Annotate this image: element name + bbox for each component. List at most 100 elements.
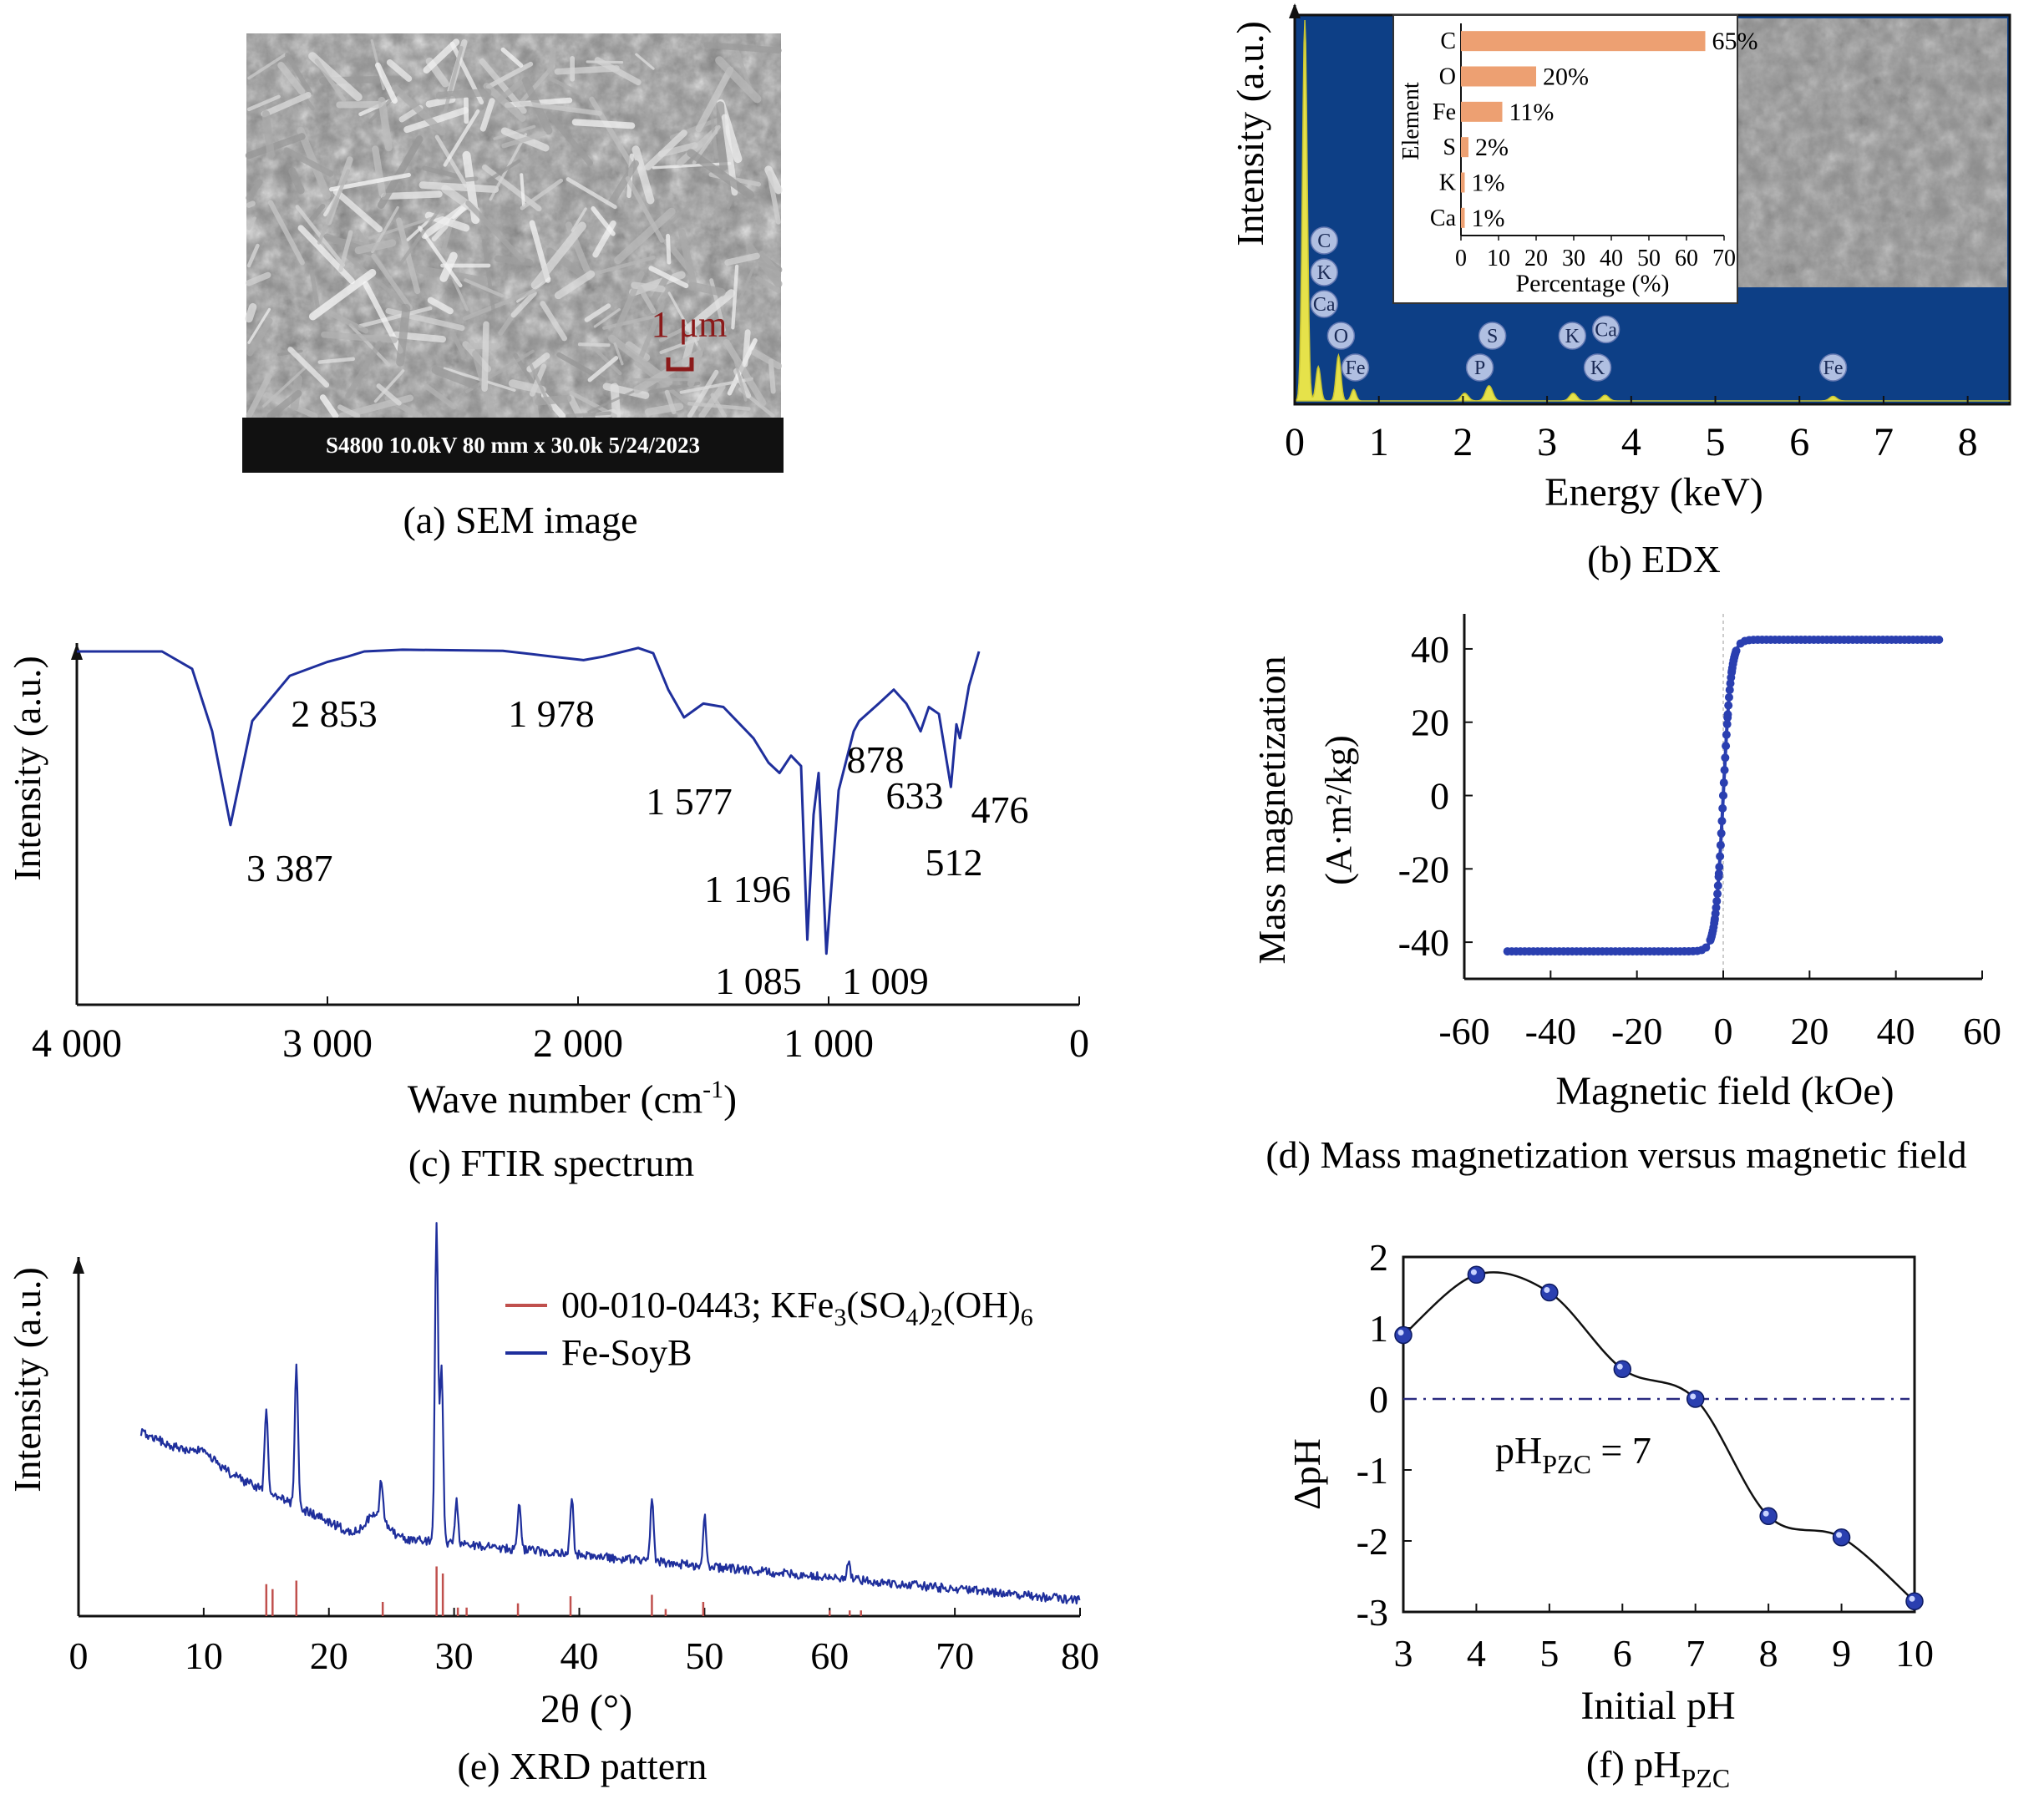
ph-x-tick-label: 6	[1613, 1632, 1632, 1675]
edx-peak-marker	[1558, 322, 1587, 350]
sem-crystal-stroke	[368, 89, 401, 123]
mag-point	[1715, 863, 1724, 872]
xrd-x-tick-label: 60	[810, 1634, 849, 1677]
mag-point	[1853, 635, 1862, 644]
ph-data-point-highlight	[1836, 1532, 1843, 1538]
mag-point	[1720, 766, 1729, 775]
edx-x-tick-label: 6	[1789, 420, 1809, 464]
mag-point	[1524, 947, 1534, 956]
mag-point	[1788, 635, 1797, 644]
sem-crystal-stroke	[328, 172, 411, 192]
mag-point	[1823, 635, 1831, 644]
ftir-x-tick-label: 2 000	[533, 1021, 623, 1066]
mag-point	[1762, 635, 1771, 644]
inset-value-label: 2%	[1475, 134, 1509, 161]
sem-crystal-stroke	[703, 42, 782, 54]
ph-x-tick-label: 10	[1895, 1632, 1934, 1675]
sem-crystal-stroke	[698, 383, 726, 419]
sem-crystal-stroke	[695, 66, 734, 133]
mag-point	[1546, 947, 1555, 956]
sem-crystal-stroke	[440, 176, 479, 185]
mag-point	[1775, 635, 1784, 644]
sem-crystal-stroke	[288, 167, 305, 195]
sem-crystal-stroke	[418, 226, 463, 288]
caption-b: (b) EDX	[1587, 538, 1721, 580]
mag-ylabel-line2: (A·m²/kg)	[1318, 735, 1359, 884]
sem-crystal-stroke	[500, 127, 550, 152]
edx-x-tick-label: 2	[1453, 420, 1473, 464]
inset-x-tick-label: 30	[1562, 246, 1585, 271]
sem-crystal-stroke	[434, 134, 469, 188]
mag-x-tick-label: 40	[1877, 1010, 1915, 1052]
ftir-x-tick-label: 4 000	[32, 1021, 122, 1066]
sem-crystal-stroke	[266, 389, 302, 420]
ftir-peak-label: 476	[971, 788, 1029, 831]
sem-crystal-stroke	[479, 98, 495, 132]
mag-point	[1710, 919, 1719, 928]
sem-crystal-stroke	[358, 99, 393, 117]
mag-point	[1632, 947, 1641, 956]
sem-crystal-stroke	[610, 383, 621, 420]
sem-crystal-stroke	[384, 395, 423, 419]
sem-crystal-stroke	[425, 95, 456, 108]
edx-peak-label: O	[1334, 326, 1348, 347]
edx-peak-label: P	[1474, 357, 1485, 379]
sem-crystal-stroke	[297, 225, 355, 285]
inset-x-tick-label: 20	[1524, 246, 1548, 271]
inset-bar	[1461, 31, 1706, 52]
ftir-peak-label: 2 853	[291, 692, 378, 735]
sem-crystal-stroke	[529, 369, 540, 418]
ph-data-point-highlight	[1397, 1330, 1404, 1335]
edx-peak-label: Ca	[1313, 294, 1336, 316]
sem-crystal-stroke	[635, 53, 655, 70]
mag-point	[1728, 659, 1737, 668]
sem-crystal-stroke	[371, 253, 413, 311]
xrd-x-tick-label: 20	[310, 1634, 348, 1677]
ph-data-point-highlight	[1690, 1393, 1697, 1400]
ph-x-tick-label: 5	[1539, 1632, 1559, 1675]
mag-ylabel-line1: Mass magnetization	[1250, 656, 1293, 964]
inset-value-label: 20%	[1543, 63, 1589, 91]
mag-point	[1516, 947, 1525, 956]
ftir-x-tick-label: 1 000	[784, 1021, 874, 1066]
sem-crystal-stroke	[717, 99, 743, 164]
mag-point	[1771, 635, 1779, 644]
sem-crystal-stroke	[443, 367, 516, 392]
caption-c: (c) FTIR spectrum	[408, 1142, 695, 1184]
mag-point	[1615, 947, 1624, 956]
edx-peak-marker	[1583, 353, 1612, 382]
sem-crystal-stroke	[643, 270, 672, 315]
sem-crystal-stroke	[658, 317, 705, 342]
mag-point	[1740, 636, 1749, 646]
ph-data-point	[1832, 1528, 1851, 1547]
mag-point	[1730, 651, 1739, 660]
sem-crystal-stroke	[687, 369, 719, 418]
mag-point	[1835, 635, 1844, 644]
ph-y-tick-label: -2	[1357, 1520, 1388, 1563]
mag-point	[1874, 635, 1883, 644]
sem-crystal-stroke	[469, 306, 494, 320]
sem-crystal-stroke	[748, 246, 783, 274]
ph-y-tick-label: 1	[1369, 1307, 1388, 1350]
sem-crystal-stroke	[708, 95, 718, 160]
sem-crystal-stroke	[245, 302, 257, 323]
sem-crystal-stroke	[687, 281, 726, 296]
ftir-peak-label: 878	[847, 738, 905, 781]
mag-point	[1917, 635, 1926, 644]
sem-crystal-stroke	[710, 393, 728, 418]
sem-crystal-stroke	[679, 377, 753, 394]
mag-point	[1930, 635, 1940, 644]
ftir-y-arrow	[71, 643, 83, 660]
sem-crystal-stroke	[317, 357, 355, 364]
sem-crystal-stroke	[587, 390, 635, 413]
sem-crystal-stroke	[687, 149, 755, 200]
mag-xlabel: Magnetic field (kOe)	[1555, 1069, 1894, 1113]
sem-crystal-stroke	[481, 238, 496, 312]
mag-point	[1572, 947, 1581, 956]
sem-crystal-stroke	[614, 207, 676, 265]
ph-data-point	[1905, 1592, 1924, 1610]
mag-point	[1713, 881, 1722, 890]
mag-point	[1783, 635, 1793, 644]
mag-point	[1723, 710, 1732, 719]
mag-point	[1805, 635, 1814, 644]
